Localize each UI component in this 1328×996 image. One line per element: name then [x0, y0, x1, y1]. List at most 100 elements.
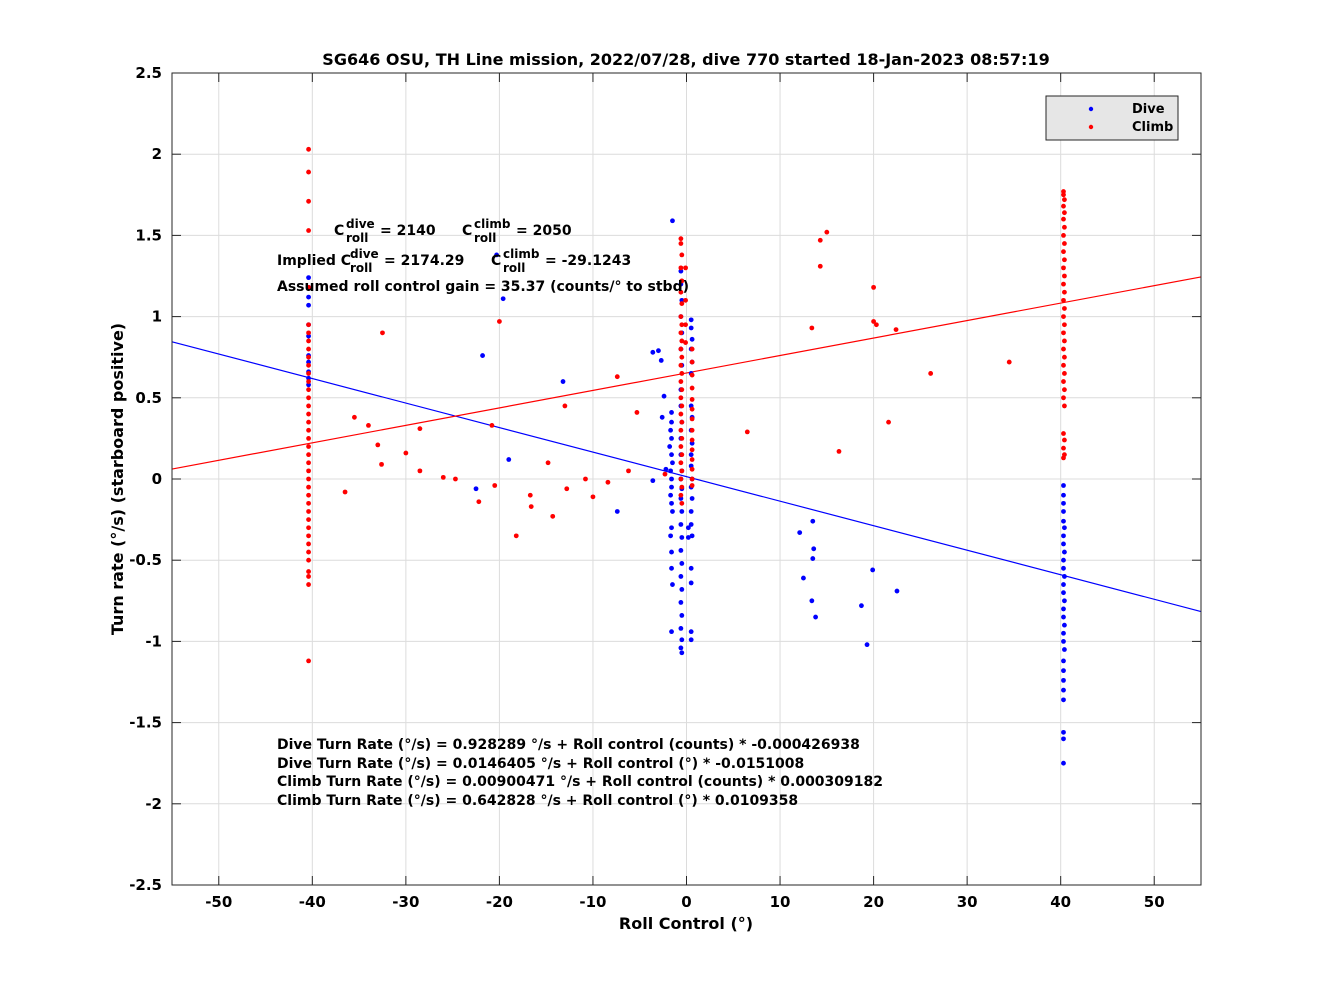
data-point [669, 476, 674, 482]
data-point [817, 237, 823, 243]
data-point [614, 509, 620, 514]
data-point [678, 548, 684, 553]
data-point [689, 457, 695, 462]
x-tick-label: -40 [299, 893, 326, 911]
x-tick-label: 40 [1050, 893, 1071, 911]
data-point [1062, 241, 1067, 246]
data-point [500, 296, 506, 302]
data-point [679, 500, 685, 506]
data-point [497, 319, 502, 324]
data-point [583, 476, 588, 482]
data-point [1062, 322, 1067, 328]
data-point [380, 330, 385, 336]
data-point [1061, 509, 1066, 514]
data-point [678, 362, 684, 368]
data-point [489, 423, 495, 428]
data-point [1061, 760, 1066, 766]
data-point [1061, 233, 1066, 238]
data-point [679, 252, 685, 258]
data-point [689, 496, 695, 501]
data-point [1062, 338, 1067, 344]
data-point [550, 513, 556, 519]
data-point [688, 452, 694, 458]
implied-dive-value: = 2174.29 [384, 253, 464, 269]
data-point [669, 452, 674, 458]
data-point [669, 419, 674, 425]
data-point [679, 535, 685, 540]
data-point [870, 567, 876, 573]
data-point [440, 474, 446, 480]
y-tick-label: -2 [145, 795, 162, 813]
x-tick-label: -20 [486, 893, 513, 911]
data-point [1061, 687, 1066, 693]
data-point [306, 549, 311, 555]
data-point [678, 645, 684, 651]
data-point [689, 476, 695, 482]
c-climb-letter: C [462, 223, 472, 239]
data-point [679, 301, 685, 307]
y-tick-label: -1 [145, 632, 162, 650]
y-tick-label: -0.5 [129, 551, 162, 569]
y-tick-label: 2.5 [135, 64, 162, 82]
data-point [562, 403, 568, 409]
data-point [678, 492, 684, 498]
x-tick-label: -50 [205, 893, 232, 911]
data-point [689, 336, 695, 342]
data-point [306, 517, 311, 522]
data-point [1061, 492, 1066, 498]
roll-coefficients-annotation: C dive roll = 2140 C climb roll = 2050 I… [277, 217, 689, 295]
data-point [813, 614, 818, 620]
fit-line [171, 276, 1202, 470]
data-point [1061, 216, 1066, 222]
data-point [859, 603, 864, 609]
data-point [375, 442, 381, 448]
data-point [506, 457, 512, 462]
data-point [670, 218, 675, 224]
fit-equation-line: Climb Turn Rate (°/s) = 0.00900471 °/s +… [277, 774, 883, 790]
data-point [678, 289, 684, 295]
data-point [1061, 431, 1066, 436]
data-point [678, 330, 684, 336]
data-point [811, 546, 817, 552]
data-point [1062, 549, 1067, 555]
data-point [1062, 387, 1067, 393]
data-point [306, 574, 311, 579]
data-point [306, 492, 311, 498]
data-point [1061, 314, 1066, 319]
data-point [668, 492, 673, 498]
data-point [1062, 210, 1067, 216]
c-dive-value: = 2140 [380, 223, 436, 239]
tick-labels: -50 -40 -30 -20 -10 0 10 20 30 40 50-2.5-2-1.5-1-0… [129, 64, 1164, 911]
data-point [689, 416, 695, 422]
fit-lines [171, 276, 1202, 613]
data-point [1062, 289, 1067, 295]
data-point [689, 372, 695, 378]
data-point [306, 452, 311, 458]
chart-title: SG646 OSU, TH Line mission, 2022/07/28, … [322, 50, 1049, 69]
data-point [513, 533, 519, 539]
data-point [668, 468, 673, 474]
fit-equation-line: Dive Turn Rate (°/s) = 0.928289 °/s + Ro… [277, 737, 860, 753]
data-point [670, 460, 675, 466]
data-point [1061, 590, 1066, 596]
data-point [306, 569, 311, 574]
data-point [668, 427, 673, 433]
y-tick-label: 1 [152, 308, 162, 326]
data-point [306, 427, 311, 433]
data-point [1061, 533, 1066, 539]
data-point [1061, 541, 1066, 547]
data-point [670, 582, 675, 587]
data-point [306, 541, 311, 547]
data-point [1062, 598, 1067, 604]
data-point [306, 658, 311, 664]
data-point [1061, 249, 1066, 255]
data-point [1062, 306, 1067, 311]
data-point [306, 294, 311, 300]
data-point [688, 522, 694, 527]
legend: Dive Climb [1045, 95, 1179, 141]
data-point [306, 533, 311, 539]
data-point [678, 444, 684, 449]
data-point [1062, 273, 1067, 279]
data-point [679, 468, 685, 474]
data-point [688, 317, 694, 323]
